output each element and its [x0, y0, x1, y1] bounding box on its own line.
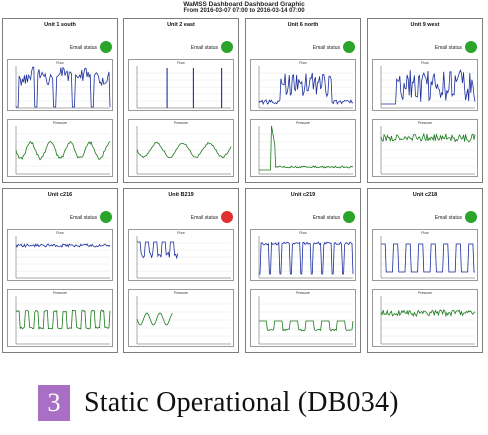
flow-chart-title: Flow: [421, 231, 429, 235]
flow-chart-title: Flow: [56, 231, 64, 235]
unit-name: Unit B219: [168, 192, 194, 198]
unit-panel[interactable]: Unit 1 south Email status Flow Pressure: [2, 18, 118, 183]
pressure-chart: Pressure: [128, 119, 234, 177]
unit-panel[interactable]: Unit c219 Email status Flow Pressure: [245, 188, 361, 353]
pressure-chart: Pressure: [372, 119, 478, 177]
unit-panel[interactable]: Unit 6 north Email status Flow Pressure: [245, 18, 361, 183]
email-status-label: Email status: [434, 215, 462, 221]
caption-number-badge: 3: [38, 385, 70, 421]
email-status-indicator-icon: [221, 41, 233, 53]
pressure-chart-title: Pressure: [295, 121, 310, 125]
dashboard-date-range: From 2016-03-07 07:00 to 2016-03-14 07:0…: [183, 8, 305, 14]
unit-panel[interactable]: Unit c216 Email status Flow Pressure: [2, 188, 118, 353]
unit-panel[interactable]: Unit 2 east Email status Flow Pressure: [123, 18, 239, 183]
flow-chart: Flow: [7, 229, 113, 281]
flow-chart-title: Flow: [421, 61, 429, 65]
unit-name: Unit 2 east: [167, 22, 195, 28]
dashboard-title: WaMSS Dashboard Dashboard Graphic: [183, 1, 305, 8]
flow-chart: Flow: [128, 59, 234, 111]
pressure-chart: Pressure: [372, 289, 478, 347]
email-status-indicator-icon: [221, 211, 233, 223]
pressure-chart-title: Pressure: [52, 291, 67, 295]
unit-panel[interactable]: Unit 9 west Email status Flow Pressure: [367, 18, 483, 183]
flow-chart: Flow: [250, 59, 356, 111]
pressure-chart-title: Pressure: [173, 121, 188, 125]
flow-chart-title: Flow: [56, 61, 64, 65]
unit-name: Unit 6 north: [287, 22, 319, 28]
dashboard-header: WaMSS Dashboard Dashboard Graphic From 2…: [0, 0, 488, 14]
unit-name: Unit c218: [412, 192, 438, 198]
email-status-indicator-icon: [465, 41, 477, 53]
pressure-chart: Pressure: [250, 119, 356, 177]
email-status-label: Email status: [434, 45, 462, 51]
pressure-chart: Pressure: [7, 119, 113, 177]
flow-chart: Flow: [250, 229, 356, 281]
unit-panel[interactable]: Unit c218 Email status Flow Pressure: [367, 188, 483, 353]
flow-chart: Flow: [372, 229, 478, 281]
pressure-chart-title: Pressure: [417, 291, 432, 295]
caption-text: Static Operational (DB034): [84, 387, 399, 418]
pressure-chart-title: Pressure: [417, 121, 432, 125]
pressure-chart-title: Pressure: [173, 291, 188, 295]
email-status-indicator-icon: [343, 211, 355, 223]
figure-caption: 3 Static Operational (DB034): [38, 383, 399, 423]
flow-chart-title: Flow: [299, 61, 307, 65]
email-status-label: Email status: [190, 45, 218, 51]
flow-chart: Flow: [128, 229, 234, 281]
flow-chart-title: Flow: [177, 61, 185, 65]
email-status-indicator-icon: [343, 41, 355, 53]
flow-chart-title: Flow: [177, 231, 185, 235]
email-status-indicator-icon: [100, 41, 112, 53]
email-status-label: Email status: [312, 45, 340, 51]
email-status-indicator-icon: [100, 211, 112, 223]
email-status-label: Email status: [69, 215, 97, 221]
flow-chart: Flow: [7, 59, 113, 111]
email-status-indicator-icon: [465, 211, 477, 223]
unit-name: Unit 1 south: [44, 22, 76, 28]
pressure-chart: Pressure: [128, 289, 234, 347]
pressure-chart: Pressure: [250, 289, 356, 347]
unit-name: Unit c216: [47, 192, 73, 198]
pressure-chart: Pressure: [7, 289, 113, 347]
email-status-label: Email status: [312, 215, 340, 221]
unit-name: Unit 9 west: [410, 22, 440, 28]
email-status-label: Email status: [69, 45, 97, 51]
email-status-label: Email status: [190, 215, 218, 221]
flow-chart: Flow: [372, 59, 478, 111]
flow-chart-title: Flow: [299, 231, 307, 235]
unit-name: Unit c219: [290, 192, 316, 198]
pressure-chart-title: Pressure: [295, 291, 310, 295]
unit-panel[interactable]: Unit B219 Email status Flow Pressure: [123, 188, 239, 353]
pressure-chart-title: Pressure: [52, 121, 67, 125]
